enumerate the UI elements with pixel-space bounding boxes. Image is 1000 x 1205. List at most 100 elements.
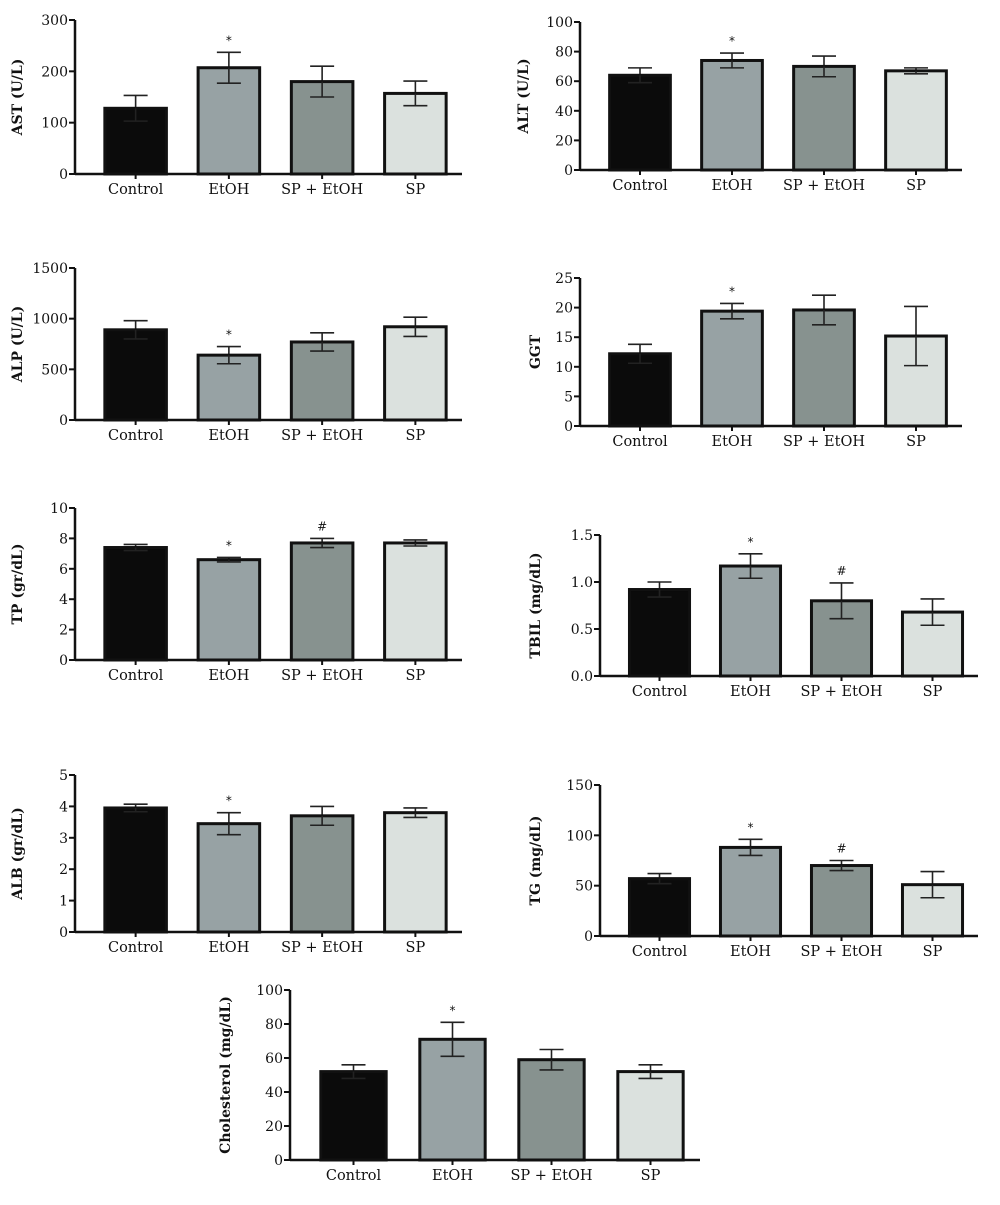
bar-sp-etoh [792, 308, 856, 428]
x-tick-label: Control [612, 178, 668, 194]
y-tick-label: 10 [555, 360, 573, 376]
x-tick-label: EtOH [730, 684, 771, 700]
bar-sp-etoh [289, 340, 355, 422]
y-tick-label: 150 [566, 778, 593, 794]
chart-panel-4: Control * EtOH # SP + EtOH SP 0 2 4 6 8 10 TP (gr/dL… [10, 501, 462, 684]
x-tick-label: Control [326, 1168, 382, 1184]
significance-marker: * [748, 535, 754, 549]
y-tick-label: 0.5 [571, 622, 593, 638]
x-tick-label: SP + EtOH [800, 684, 882, 700]
chart-panel-5: Control * EtOH # SP + EtOH SP 0.0 0.5 1.0 1.5 TBIL… [528, 528, 978, 700]
significance-marker: # [836, 564, 846, 578]
y-tick-label: 1.0 [571, 575, 593, 591]
x-tick-label: SP [906, 178, 926, 194]
y-tick-label: 0 [59, 167, 68, 183]
y-tick-label: 0 [59, 925, 68, 941]
bar-etoh [718, 845, 783, 938]
bar-sp [616, 1070, 685, 1162]
x-tick-label: EtOH [712, 434, 753, 450]
chart-panel-1: Control * EtOH SP + EtOH SP 0 20 40 60 80 100 ALT (… [516, 15, 962, 194]
x-tick-label: EtOH [730, 944, 771, 960]
y-tick-label: 10 [50, 501, 68, 517]
y-tick-label: 4 [59, 592, 68, 608]
significance-marker: * [729, 34, 735, 48]
bar-sp [884, 69, 948, 172]
bar-control [627, 877, 692, 938]
x-tick-label: SP + EtOH [281, 668, 363, 684]
y-tick-label: 60 [265, 1051, 283, 1067]
bar-etoh [196, 353, 262, 422]
y-tick-label: 6 [59, 562, 68, 578]
y-tick-label: 2 [59, 862, 68, 878]
chart-panel-2: Control * EtOH SP + EtOH SP 0 500 1000 1500 ALP (… [10, 261, 462, 444]
x-tick-label: SP [406, 940, 426, 956]
bar-etoh [418, 1037, 487, 1162]
y-tick-label: 80 [265, 1017, 283, 1033]
x-tick-label: EtOH [208, 428, 249, 444]
y-tick-label: 0 [584, 929, 593, 945]
bar-control [319, 1070, 388, 1162]
x-tick-label: EtOH [208, 668, 249, 684]
y-tick-label: 100 [256, 983, 283, 999]
chart-panel-8: Control * EtOH SP + EtOH SP 0 20 40 60 80 100 Chole… [218, 983, 700, 1184]
significance-marker: * [226, 794, 232, 808]
y-axis-label: TG (mg/dL) [528, 816, 544, 906]
x-tick-label: EtOH [208, 940, 249, 956]
y-tick-label: 100 [566, 828, 593, 844]
bar-etoh [196, 66, 262, 176]
x-tick-label: SP [406, 668, 426, 684]
x-tick-label: EtOH [712, 178, 753, 194]
y-tick-label: 500 [41, 362, 68, 378]
bar-etoh [700, 58, 764, 172]
significance-marker: # [836, 842, 846, 856]
x-tick-label: SP [906, 434, 926, 450]
y-tick-label: 80 [555, 45, 573, 61]
bar-sp-etoh [289, 814, 355, 934]
x-tick-label: SP [406, 428, 426, 444]
y-tick-label: 100 [546, 15, 573, 31]
y-tick-label: 0 [59, 413, 68, 429]
x-tick-label: Control [632, 684, 688, 700]
y-tick-label: 0 [59, 653, 68, 669]
y-tick-label: 300 [41, 13, 68, 29]
y-tick-label: 60 [555, 74, 573, 90]
x-tick-label: Control [632, 944, 688, 960]
significance-marker: * [226, 538, 232, 552]
x-tick-label: SP + EtOH [281, 940, 363, 956]
bar-sp-etoh [289, 541, 355, 662]
y-axis-label: ALT (U/L) [516, 58, 532, 134]
y-tick-label: 1 [59, 894, 68, 910]
bar-sp [383, 541, 448, 662]
x-tick-label: Control [108, 182, 164, 198]
y-axis-label: ALP (U/L) [10, 306, 26, 384]
bar-control [627, 588, 692, 678]
chart-panel-7: Control * EtOH # SP + EtOH SP 0 50 100 150 TG (mg/… [528, 778, 978, 960]
bar-sp [383, 325, 448, 422]
y-axis-label: GGT [528, 334, 544, 369]
y-tick-label: 100 [41, 116, 68, 132]
chart-panel-3: Control * EtOH SP + EtOH SP 0 5 10 15 20 25 GGT [528, 271, 962, 450]
x-tick-label: SP + EtOH [783, 434, 865, 450]
bar-control [103, 546, 168, 662]
x-tick-label: Control [108, 428, 164, 444]
bar-control [103, 328, 168, 422]
y-tick-label: 1000 [32, 312, 68, 328]
x-tick-label: Control [108, 668, 164, 684]
x-tick-label: EtOH [432, 1168, 473, 1184]
y-tick-label: 1.5 [571, 528, 593, 544]
x-tick-label: Control [108, 940, 164, 956]
y-axis-label: TBIL (mg/dL) [528, 552, 544, 658]
y-tick-label: 0 [274, 1153, 283, 1169]
bar-etoh [700, 309, 764, 428]
bar-sp [383, 91, 448, 176]
x-tick-label: SP + EtOH [510, 1168, 592, 1184]
x-tick-label: SP [406, 182, 426, 198]
y-tick-label: 50 [575, 879, 593, 895]
significance-marker: * [226, 33, 232, 47]
bar-sp-etoh [792, 64, 856, 172]
y-tick-label: 20 [555, 133, 573, 149]
y-tick-label: 25 [555, 271, 573, 287]
y-tick-label: 5 [59, 768, 68, 784]
bar-control [103, 806, 168, 934]
